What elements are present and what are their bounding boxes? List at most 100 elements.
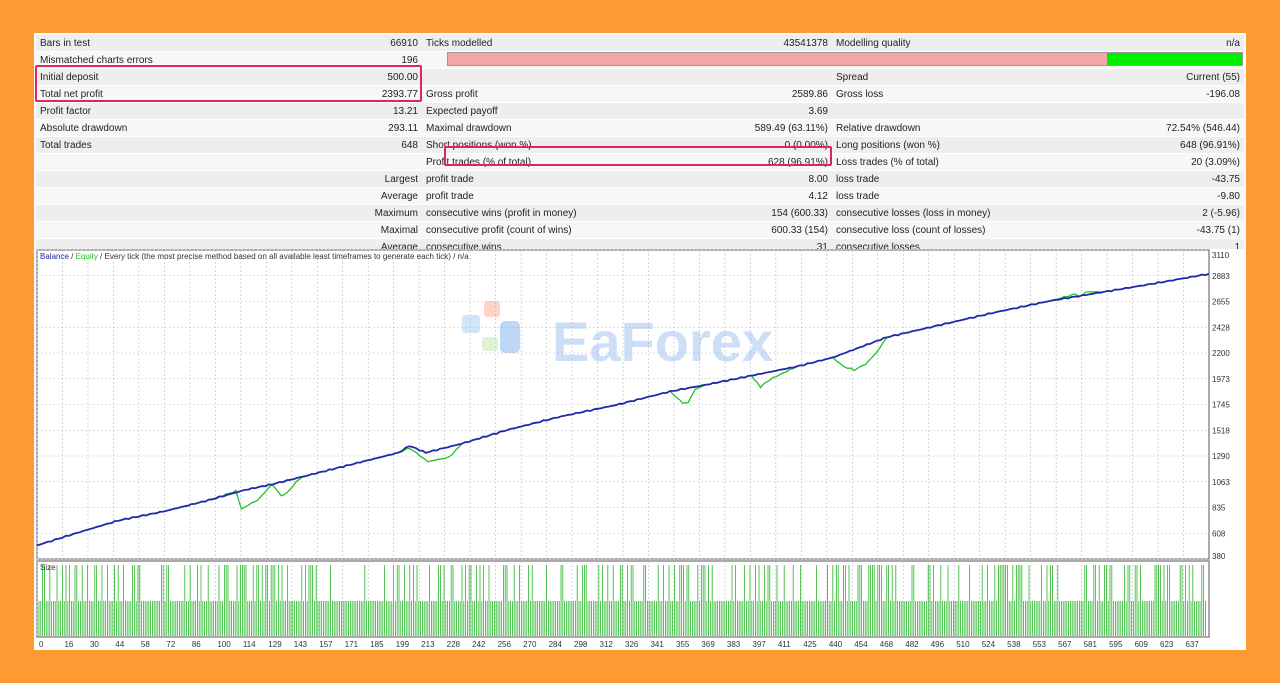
y-tick-label: 1290 — [1212, 452, 1230, 461]
x-tick-label: 567 — [1058, 640, 1072, 649]
y-tick-label: 2883 — [1212, 272, 1230, 281]
report-value-v3: -9.80 — [1062, 187, 1244, 205]
report-row: Profit factor 13.21 Expected payoff 3.69 — [36, 102, 1244, 120]
x-tick-label: 341 — [650, 640, 664, 649]
x-tick-label: 298 — [574, 640, 588, 649]
report-label-c3: Relative drawdown — [832, 119, 1062, 137]
report-value-v2: 154 (600.33) — [652, 204, 832, 222]
report-row: Maximal consecutive profit (count of wins… — [36, 221, 1244, 239]
y-tick-label: 835 — [1212, 504, 1226, 513]
report-label-c2 — [422, 68, 652, 86]
report-label-c1 — [36, 204, 266, 222]
report-label-c2: Profit trades (% of total) — [422, 153, 652, 171]
report-label-c1: Absolute drawdown — [36, 119, 266, 137]
x-tick-label: 637 — [1186, 640, 1200, 649]
x-tick-label: 100 — [217, 640, 231, 649]
strategy-tester-report: Bars in test 66910 Ticks modelled 43541378 M… — [34, 33, 1246, 650]
legend-description: / Every tick (the most precise method ba… — [98, 252, 469, 261]
report-label-c1: Profit factor — [36, 102, 266, 120]
report-value-v2: 2589.86 — [652, 85, 832, 103]
report-label-c1: Total net profit — [36, 85, 266, 103]
report-label-c3: Gross loss — [832, 85, 1062, 103]
report-label-c2: Maximal drawdown — [422, 119, 652, 137]
report-value-v2: 589.49 (63.11%) — [652, 119, 832, 137]
balance-equity-chart: Balance / Equity / Every tick (the most … — [34, 249, 1246, 650]
y-tick-label: 2200 — [1212, 349, 1230, 358]
report-label-c3: Modelling quality — [832, 35, 1062, 52]
x-tick-label: 553 — [1033, 640, 1047, 649]
report-value-v1: 500.00 — [266, 68, 422, 86]
report-value-v2: 628 (96.91%) — [652, 153, 832, 171]
report-label-c3: Long positions (won %) — [832, 136, 1062, 154]
y-tick-label: 1518 — [1212, 426, 1230, 435]
chart-legend: Balance / Equity / Every tick (the most … — [40, 252, 469, 261]
legend-balance: Balance — [40, 252, 69, 261]
x-tick-label: 30 — [90, 640, 99, 649]
x-tick-label: 369 — [701, 640, 715, 649]
report-label-c1: Mismatched charts errors — [36, 51, 266, 69]
x-tick-label: 425 — [803, 640, 817, 649]
report-label-c3 — [832, 102, 1062, 120]
y-tick-label: 2428 — [1212, 323, 1230, 332]
report-value-v1: Largest — [266, 170, 422, 188]
report-label-c2: Ticks modelled — [422, 35, 652, 52]
report-value-v1: Average — [266, 187, 422, 205]
y-tick-label: 608 — [1212, 529, 1226, 538]
x-tick-label: 397 — [752, 640, 766, 649]
report-value-v2: 0 (0.00%) — [652, 136, 832, 154]
x-tick-label: 86 — [192, 640, 201, 649]
x-tick-label: 199 — [396, 640, 410, 649]
legend-equity: Equity — [76, 252, 98, 261]
x-tick-label: 16 — [64, 640, 73, 649]
report-label-c3: Spread — [832, 68, 1062, 86]
report-value-v3: n/a — [1062, 35, 1244, 52]
x-tick-label: 58 — [141, 640, 150, 649]
x-tick-label: 454 — [854, 640, 868, 649]
report-value-v3: 20 (3.09%) — [1062, 153, 1244, 171]
y-tick-label: 1063 — [1212, 478, 1230, 487]
report-value-v3: 2 (-5.96) — [1062, 204, 1244, 222]
watermark-mark-blue-2 — [500, 321, 520, 353]
modelling-quality-bad-segment — [448, 53, 1108, 65]
report-row: Maximum consecutive wins (profit in money… — [36, 204, 1244, 222]
report-label-c3: consecutive losses (loss in money) — [832, 204, 1062, 222]
report-value-v3: 648 (96.91%) — [1062, 136, 1244, 154]
x-tick-label: 312 — [600, 640, 614, 649]
report-value-v1 — [266, 153, 422, 171]
x-tick-label: 0 — [39, 640, 44, 649]
report-label-c1 — [36, 153, 266, 171]
y-tick-label: 1745 — [1212, 401, 1230, 410]
size-grid — [36, 561, 1184, 637]
x-axis-ticks: 0 16 30 44 58 72 86 100 114 129 143 157 171 185 199 213… — [39, 640, 1199, 649]
report-row: Bars in test 66910 Ticks modelled 43541378 M… — [36, 35, 1244, 52]
x-tick-label: 510 — [956, 640, 970, 649]
x-tick-label: 411 — [778, 640, 791, 649]
report-row: Average profit trade 4.12 loss trade -9.80 — [36, 187, 1244, 205]
report-row: Total net profit 2393.77 Gross profit 2589.… — [36, 85, 1244, 103]
x-tick-label: 44 — [115, 640, 124, 649]
report-value-v1: Maximum — [266, 204, 422, 222]
report-value-v1: 13.21 — [266, 102, 422, 120]
modelling-quality-good-segment — [1107, 53, 1242, 65]
report-label-c3: Loss trades (% of total) — [832, 153, 1062, 171]
report-value-v3: -43.75 (1) — [1062, 221, 1244, 239]
report-label-c2: Expected payoff — [422, 102, 652, 120]
y-axis-ticks: 3110 2883 2655 2428 2200 1973 1745 1518 1290 1063… — [1212, 251, 1230, 561]
x-tick-label: 143 — [294, 640, 308, 649]
report-value-v1: 2393.77 — [266, 85, 422, 103]
x-tick-label: 496 — [931, 640, 945, 649]
report-row: Largest profit trade 8.00 loss trade -43.75 — [36, 170, 1244, 188]
report-label-c2: Gross profit — [422, 85, 652, 103]
x-tick-label: 129 — [268, 640, 282, 649]
report-value-v2: 600.33 (154) — [652, 221, 832, 239]
legend-separator: / — [69, 252, 76, 261]
report-label-c2: consecutive profit (count of wins) — [422, 221, 652, 239]
report-label-c1: Initial deposit — [36, 68, 266, 86]
x-tick-label: 185 — [370, 640, 384, 649]
report-value-v3 — [1062, 102, 1244, 120]
x-tick-label: 482 — [905, 640, 919, 649]
y-tick-label: 2655 — [1212, 298, 1230, 307]
x-tick-label: 609 — [1135, 640, 1149, 649]
report-row: Absolute drawdown 293.11 Maximal drawdown 5… — [36, 119, 1244, 137]
x-tick-label: 383 — [727, 640, 741, 649]
